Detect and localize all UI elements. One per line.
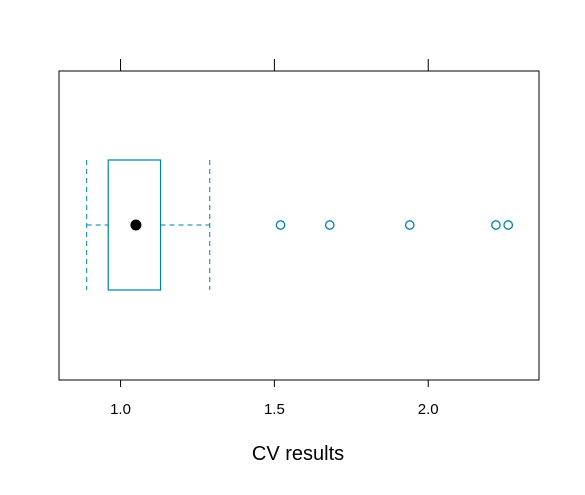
- x-tick-label-0: 1.0: [110, 401, 131, 418]
- box-plot: [86, 159, 211, 291]
- outlier-point-1: [324, 220, 335, 230]
- iqr-box: [107, 159, 162, 291]
- plot-frame: [58, 70, 540, 381]
- outlier-point-3: [491, 220, 501, 230]
- x-tick-label-1: 1.5: [264, 401, 285, 418]
- bottom-axis-ticks: 1.0 1.5 2.0: [110, 380, 439, 418]
- x-axis-title: CV results: [252, 443, 344, 465]
- outlier-point-2: [404, 220, 415, 230]
- x-tick-label-2: 2.0: [418, 401, 439, 418]
- median-dot: [130, 219, 142, 231]
- outlier-point-4: [503, 220, 514, 230]
- outlier-point-0: [275, 220, 286, 230]
- outlier-points: [275, 220, 514, 230]
- top-axis-ticks: [120, 59, 429, 71]
